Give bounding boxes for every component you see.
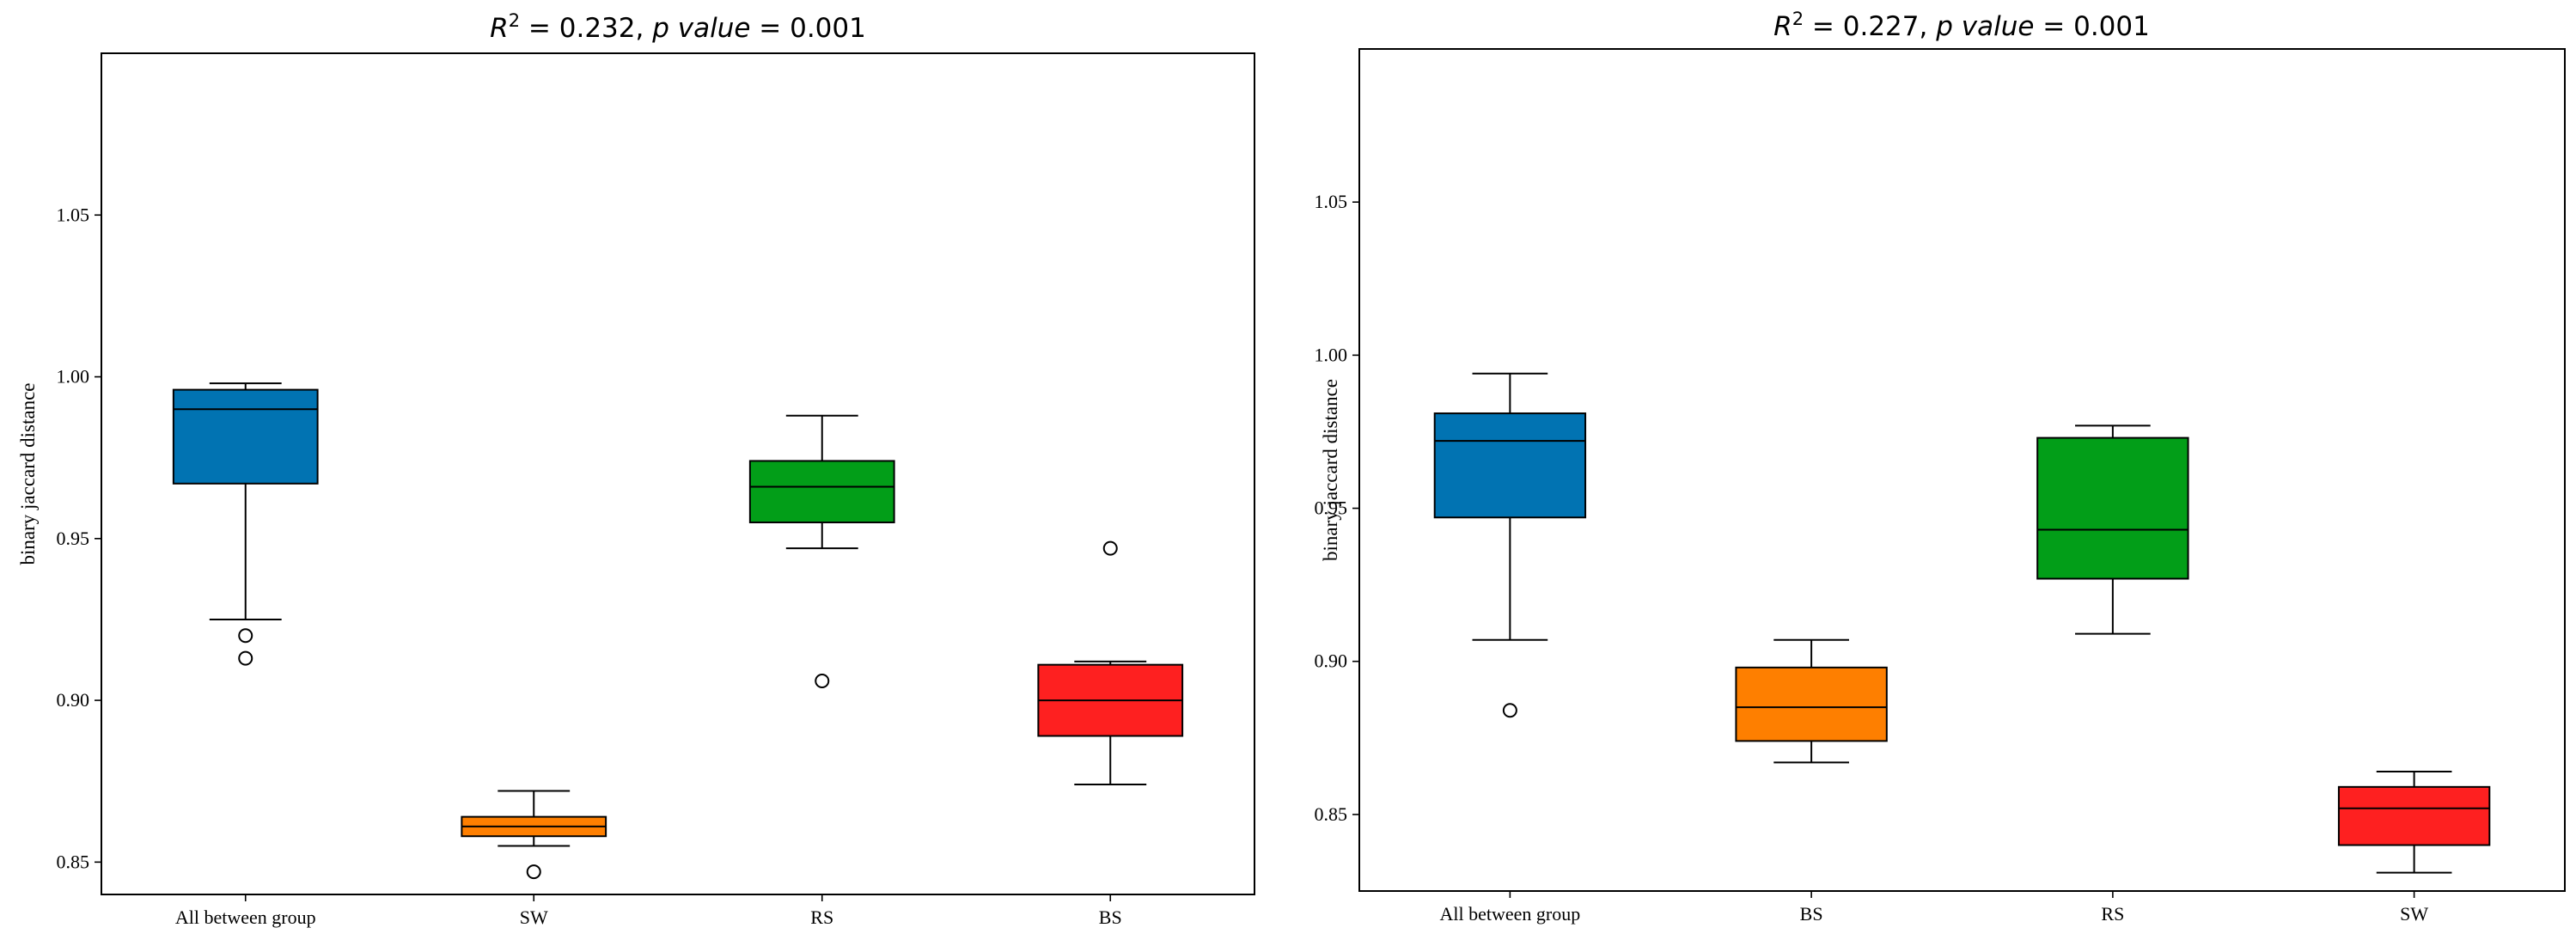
iqr-box <box>748 460 895 523</box>
title-p-value: = 0.001 <box>2034 11 2149 42</box>
y-tick-label: 0.95 <box>1315 497 1348 519</box>
box-group-bs <box>1735 638 1888 764</box>
title-r-value: = 0.232, <box>520 13 652 44</box>
y-tick-label: 0.85 <box>57 851 90 872</box>
y-tick-label: 0.90 <box>57 689 90 711</box>
outlier-point <box>1502 703 1517 718</box>
outlier-point <box>1102 540 1118 556</box>
x-tick-label: BS <box>1099 906 1122 928</box>
title-r-symbol: R <box>490 13 509 44</box>
y-tick-label: 0.95 <box>57 528 90 549</box>
chart-panel-left: R2 = 0.232, p value = 0.001 binary jaccar… <box>17 10 1255 928</box>
x-tick-label: SW <box>2400 903 2428 925</box>
chart-title: R2 = 0.227, p value = 0.001 <box>1773 9 2150 42</box>
title-r-value: = 0.227, <box>1804 11 1936 42</box>
y-tick-label: 1.00 <box>1315 344 1348 365</box>
title-p-value: = 0.001 <box>750 13 865 44</box>
x-tick-label: RS <box>810 906 833 928</box>
outlier-point <box>526 864 541 880</box>
title-p-label: p value <box>1935 11 2034 42</box>
plot-area-frame <box>1358 48 2566 892</box>
box-group-all-between-group <box>172 382 319 666</box>
y-tick-label: 0.85 <box>1315 803 1348 825</box>
iqr-box <box>1735 666 1888 742</box>
title-p-label: p value <box>651 13 750 44</box>
iqr-box <box>2337 785 2491 846</box>
iqr-box <box>172 388 319 485</box>
iqr-box <box>2036 436 2189 580</box>
box-group-bs <box>1037 540 1184 785</box>
y-tick-label: 1.05 <box>57 204 90 225</box>
x-tick-label: SW <box>520 906 548 928</box>
x-tick-label: All between group <box>1440 903 1581 925</box>
box-group-all-between-group <box>1433 372 1587 718</box>
plot-area-frame <box>101 52 1255 895</box>
x-tick-label: RS <box>2101 903 2124 925</box>
box-group-sw <box>2337 771 2491 874</box>
y-axis-label: binary jaccard distance <box>1320 379 1341 561</box>
chart-title: R2 = 0.232, p value = 0.001 <box>490 10 866 44</box>
outlier-point <box>815 673 830 688</box>
y-axis-label: binary jaccard distance <box>17 383 39 565</box>
box-group-sw <box>461 790 607 880</box>
iqr-box <box>1433 412 1587 519</box>
outlier-point <box>238 628 253 644</box>
y-tick-label: 1.05 <box>1315 191 1348 212</box>
y-tick-label: 0.90 <box>1315 650 1348 672</box>
outlier-point <box>238 650 253 666</box>
x-tick-label: All between group <box>175 906 316 928</box>
box-group-rs <box>2036 424 2189 635</box>
x-tick-label: BS <box>1800 903 1823 925</box>
chart-panel-right: R2 = 0.227, p value = 0.001 binary jaccar… <box>1315 9 2566 925</box>
box-group-rs <box>748 414 895 688</box>
title-r-superscript: 2 <box>1792 9 1804 29</box>
y-tick-label: 1.00 <box>57 366 90 388</box>
title-r-superscript: 2 <box>509 10 520 31</box>
title-r-symbol: R <box>1773 11 1792 42</box>
